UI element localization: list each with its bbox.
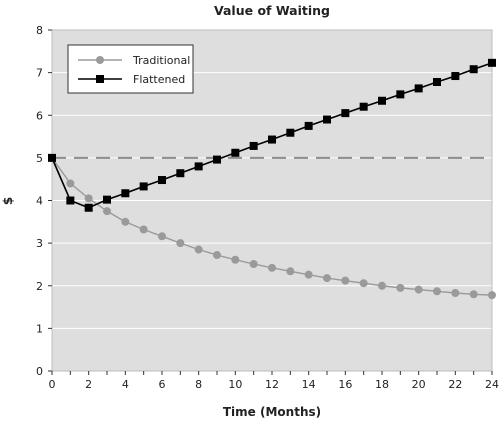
point-flattened-11 bbox=[249, 141, 258, 150]
x-tick-label-2: 2 bbox=[85, 378, 92, 391]
x-tick-label-16: 16 bbox=[338, 378, 352, 391]
point-flattened-9 bbox=[213, 155, 221, 164]
point-traditional-8 bbox=[194, 245, 203, 254]
point-traditional-20 bbox=[414, 285, 423, 294]
point-flattened-2 bbox=[84, 203, 93, 212]
legend-label-flattened: Flattened bbox=[133, 73, 185, 86]
x-tick-label-0: 0 bbox=[49, 378, 56, 391]
point-traditional-21 bbox=[433, 287, 441, 296]
legend-box bbox=[67, 44, 194, 94]
point-flattened-12 bbox=[268, 135, 276, 144]
x-tick-label-8: 8 bbox=[195, 378, 202, 391]
point-flattened-8 bbox=[194, 162, 203, 171]
point-traditional-7 bbox=[176, 239, 185, 248]
point-flattened-17 bbox=[359, 102, 368, 111]
point-flattened-10 bbox=[231, 148, 240, 157]
point-flattened-5 bbox=[139, 182, 148, 191]
x-tick-label-12: 12 bbox=[265, 378, 279, 391]
point-flattened-18 bbox=[378, 96, 386, 105]
point-traditional-22 bbox=[451, 288, 460, 297]
point-traditional-15 bbox=[323, 274, 331, 283]
x-axis-label: Time (Months) bbox=[223, 405, 321, 419]
point-flattened-22 bbox=[451, 72, 460, 81]
point-flattened-23 bbox=[469, 65, 478, 74]
point-flattened-19 bbox=[396, 90, 405, 99]
y-tick-label-3: 3 bbox=[36, 237, 43, 250]
point-flattened-6 bbox=[158, 176, 166, 185]
point-flattened-13 bbox=[286, 128, 295, 137]
x-tick-label-24: 24 bbox=[485, 378, 499, 391]
point-traditional-14 bbox=[304, 270, 313, 279]
point-flattened-15 bbox=[323, 115, 331, 124]
point-flattened-7 bbox=[176, 169, 185, 178]
series-markers bbox=[48, 58, 496, 300]
legend: Traditional Flattened bbox=[67, 44, 194, 94]
point-traditional-17 bbox=[359, 279, 368, 288]
y-tick-label-5: 5 bbox=[36, 152, 43, 165]
point-traditional-1 bbox=[66, 179, 75, 188]
legend-marker-traditional bbox=[96, 56, 104, 64]
x-tick-label-22: 22 bbox=[448, 378, 462, 391]
point-traditional-23 bbox=[469, 290, 478, 299]
point-flattened-24 bbox=[488, 58, 496, 67]
point-flattened-1 bbox=[66, 196, 75, 205]
y-tick-label-1: 1 bbox=[36, 322, 43, 335]
point-traditional-13 bbox=[286, 267, 295, 276]
x-tick-label-20: 20 bbox=[412, 378, 426, 391]
point-traditional-12 bbox=[268, 263, 276, 272]
point-flattened-14 bbox=[304, 121, 313, 130]
point-traditional-2 bbox=[84, 194, 93, 203]
y-tick-label-2: 2 bbox=[36, 280, 43, 293]
x-tick-label-6: 6 bbox=[159, 378, 166, 391]
point-traditional-3 bbox=[103, 207, 111, 216]
y-tick-label-8: 8 bbox=[36, 24, 43, 37]
point-traditional-24 bbox=[488, 291, 496, 300]
point-traditional-10 bbox=[231, 255, 240, 264]
point-traditional-9 bbox=[213, 251, 221, 260]
x-axis-ticks: 0 2 4 6 8 10 12 14 16 18 20 22 24 bbox=[49, 371, 499, 391]
point-traditional-16 bbox=[341, 276, 350, 285]
point-flattened-4 bbox=[121, 189, 130, 198]
x-tick-label-10: 10 bbox=[228, 378, 242, 391]
point-traditional-5 bbox=[139, 225, 148, 234]
point-traditional-4 bbox=[121, 217, 130, 226]
x-tick-label-14: 14 bbox=[302, 378, 316, 391]
point-flattened-20 bbox=[414, 84, 423, 93]
point-traditional-6 bbox=[158, 232, 166, 241]
legend-label-traditional: Traditional bbox=[132, 54, 190, 67]
point-traditional-11 bbox=[249, 260, 258, 269]
y-tick-label-6: 6 bbox=[36, 109, 43, 122]
point-flattened-3 bbox=[103, 195, 111, 204]
x-tick-label-4: 4 bbox=[122, 378, 129, 391]
y-axis-label: $ bbox=[1, 197, 15, 205]
y-axis-ticks: 0 1 2 3 4 5 6 7 8 bbox=[36, 24, 52, 378]
point-flattened-21 bbox=[433, 78, 441, 87]
y-tick-label-4: 4 bbox=[36, 195, 43, 208]
point-flattened-0 bbox=[48, 153, 56, 162]
y-tick-label-7: 7 bbox=[36, 67, 43, 80]
point-traditional-18 bbox=[378, 281, 386, 290]
x-tick-label-18: 18 bbox=[375, 378, 389, 391]
point-flattened-16 bbox=[341, 109, 350, 118]
chart-title: Value of Waiting bbox=[214, 3, 330, 18]
legend-marker-flattened bbox=[96, 75, 104, 83]
point-traditional-19 bbox=[396, 283, 405, 292]
y-tick-label-0: 0 bbox=[36, 365, 43, 378]
